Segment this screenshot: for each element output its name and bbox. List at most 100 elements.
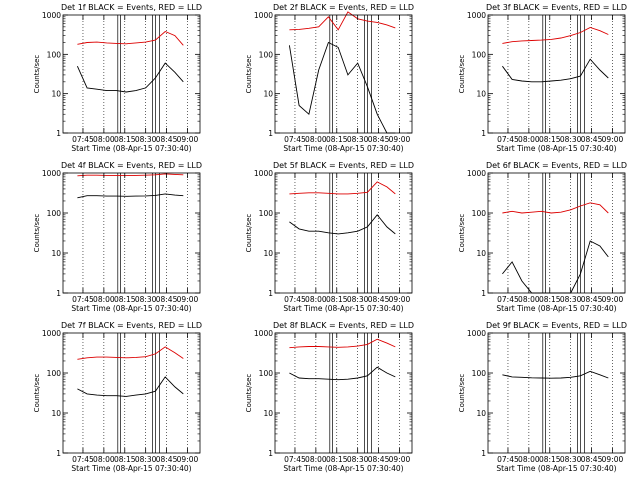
series-events-line [76,62,184,93]
panel-title: Det 3f BLACK = Events, RED = LLD [486,3,627,12]
x-tick-label: 09:00 [177,135,199,144]
series-lld-line [77,173,184,177]
x-axis-label: Start Time (08-Apr-15 07:30:40) [71,464,191,473]
y-tick-label: 1000 [42,11,61,20]
x-tick-label: 08:45 [581,135,603,144]
y-tick-label: 1000 [254,329,273,338]
plot-frame [274,14,413,134]
y-tick-label: 1000 [254,169,273,178]
panel-title: Det 1f BLACK = Events, RED = LLD [61,3,202,12]
y-axis-label: Counts/sec [458,55,466,94]
panel-det-9f: Det 9f BLACK = Events, RED = LLD 1 10 100 10… [458,321,627,473]
y-axis-label: Counts/sec [245,55,253,94]
y-tick-label: 10 [476,249,486,258]
panel-title: Det 6f BLACK = Events, RED = LLD [486,161,627,170]
x-tick-label: 09:00 [602,135,624,144]
panel-title: Det 5f BLACK = Events, RED = LLD [273,161,414,170]
panel-det-1f: Det 1f BLACK = Events, RED = LLD 1 10 100 10… [33,3,202,153]
x-tick-label: 08:30 [135,135,157,144]
y-tick-label: 10 [51,409,61,418]
x-tick-label: 08:15 [326,295,348,304]
x-tick-label: 07:45 [497,295,519,304]
y-tick-label: 1 [268,289,273,298]
x-tick-label: 09:00 [389,295,411,304]
y-tick-label: 1 [481,289,486,298]
x-tick-label: 08:30 [347,455,369,464]
y-tick-label: 100 [259,50,274,59]
x-tick-label: 08:30 [560,135,582,144]
x-tick-label: 07:45 [284,455,306,464]
series-events-line [502,240,609,294]
y-axis-label: Counts/sec [245,374,253,413]
panel-title: Det 7f BLACK = Events, RED = LLD [61,321,202,330]
x-tick-label: 09:00 [177,295,199,304]
x-tick-label: 07:45 [72,295,94,304]
x-tick-label: 07:45 [72,135,94,144]
x-tick-label: 08:00 [93,455,115,464]
x-tick-label: 08:00 [93,135,115,144]
x-tick-label: 08:15 [114,455,136,464]
y-tick-label: 1 [56,289,61,298]
x-tick-label: 08:00 [518,455,540,464]
x-tick-label: 08:45 [156,295,178,304]
x-tick-label: 07:45 [284,295,306,304]
x-tick-label: 08:45 [368,295,390,304]
y-tick-label: 1000 [254,11,273,20]
y-tick-label: 1 [481,129,486,138]
series-events-line [502,58,609,83]
x-tick-label: 08:30 [347,295,369,304]
y-tick-label: 100 [47,369,62,378]
x-tick-label: 08:00 [518,135,540,144]
series-events-line [77,193,184,199]
x-tick-label: 07:45 [497,455,519,464]
x-tick-label: 08:15 [539,455,561,464]
y-tick-label: 100 [472,209,487,218]
panel-det-2f: Det 2f BLACK = Events, RED = LLD 1 10 100 10… [245,3,414,153]
x-tick-label: 08:15 [539,295,561,304]
y-tick-label: 1 [481,449,486,458]
series-lld-line [77,30,184,46]
x-tick-label: 08:45 [156,455,178,464]
x-tick-label: 08:45 [581,455,603,464]
x-tick-label: 08:15 [539,135,561,144]
y-axis-label: Counts/sec [458,214,466,253]
y-tick-label: 1 [268,129,273,138]
y-tick-label: 10 [476,409,486,418]
x-tick-label: 08:30 [560,295,582,304]
panel-title: Det 2f BLACK = Events, RED = LLD [273,3,414,12]
y-tick-label: 1 [56,129,61,138]
x-tick-label: 09:00 [602,455,624,464]
y-tick-label: 1000 [42,169,61,178]
x-tick-label: 09:00 [177,455,199,464]
y-tick-label: 1000 [467,169,486,178]
plot-frame [62,332,201,454]
x-tick-label: 08:15 [326,455,348,464]
y-tick-label: 100 [259,369,274,378]
y-tick-label: 10 [263,249,273,258]
y-axis-label: Counts/sec [458,374,466,413]
x-tick-label: 07:45 [72,455,94,464]
panel-det-5f: Det 5f BLACK = Events, RED = LLD 1 10 100 10… [245,161,414,313]
x-tick-label: 08:45 [368,455,390,464]
x-tick-label: 07:45 [284,135,306,144]
x-axis-label: Start Time (08-Apr-15 07:30:40) [496,464,616,473]
plot-frame [62,172,201,294]
x-tick-label: 08:30 [347,135,369,144]
plot-frame [274,332,413,454]
series-events-line [289,366,396,381]
x-tick-label: 08:30 [135,455,157,464]
series-lld-line [289,338,396,349]
x-tick-label: 08:30 [560,455,582,464]
x-axis-label: Start Time (08-Apr-15 07:30:40) [496,304,616,313]
y-tick-label: 10 [476,90,486,99]
x-tick-label: 08:45 [581,295,603,304]
y-tick-label: 100 [47,209,62,218]
series-events-line [502,370,609,379]
x-tick-label: 08:30 [135,295,157,304]
panel-det-3f: Det 3f BLACK = Events, RED = LLD 1 10 100 10… [458,3,627,153]
y-tick-label: 100 [472,369,487,378]
x-axis-label: Start Time (08-Apr-15 07:30:40) [71,304,191,313]
y-tick-label: 100 [472,50,487,59]
y-axis-label: Counts/sec [245,214,253,253]
